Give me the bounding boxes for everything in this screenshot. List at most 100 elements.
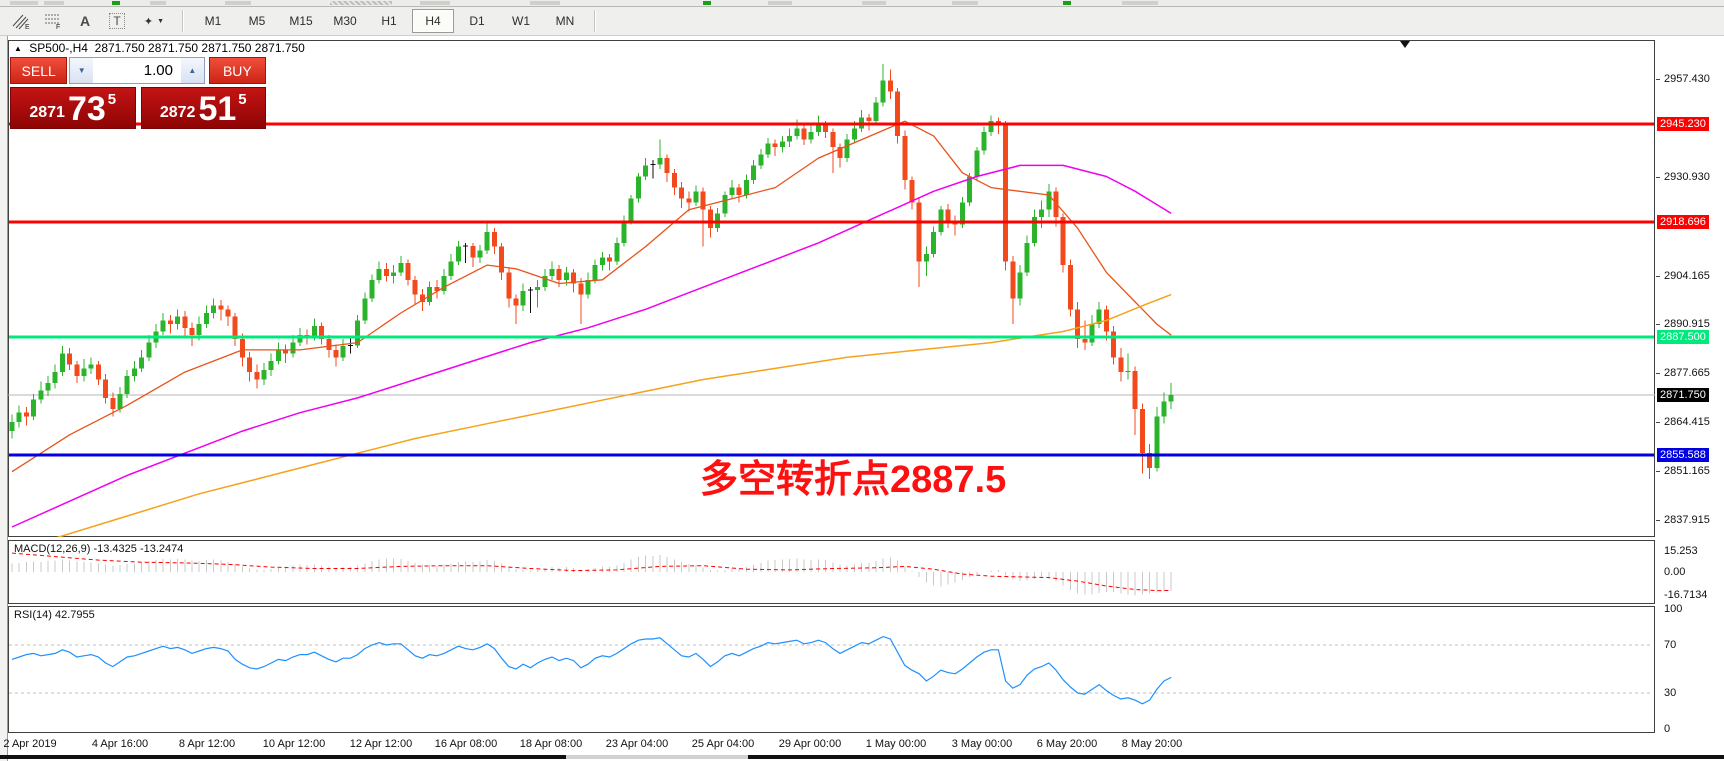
timeframe-m15-button[interactable]: M15 <box>289 14 313 28</box>
time-tick-label: 8 Apr 12:00 <box>178 738 236 750</box>
text-label-tool-button[interactable]: T <box>102 8 132 34</box>
sliver-mark <box>768 1 792 5</box>
timeframe-m5-button[interactable]: M5 <box>248 14 266 28</box>
macd-indicator-panel[interactable] <box>8 540 1655 604</box>
timeframe-d1-button[interactable]: D1 <box>469 14 485 28</box>
time-tick-label: 1 May 00:00 <box>865 738 927 750</box>
arrow-down-icon: ▼ <box>77 66 86 75</box>
axis-tick <box>1656 275 1660 277</box>
price-tick-label: 2904.165 <box>1664 269 1710 282</box>
horizontal-scrollbar-thumb[interactable] <box>566 755 748 759</box>
arrows-tool-button[interactable]: ✦ ▼ <box>134 8 174 34</box>
price-tick-label: 2890.915 <box>1664 318 1710 331</box>
sell-button[interactable]: SELL <box>10 57 68 84</box>
chevron-down-icon: ▼ <box>157 17 165 25</box>
sliver-mark <box>703 1 711 5</box>
buy-price-display[interactable]: 2872 51 5 <box>140 87 266 129</box>
sell-price-display[interactable]: 2871 73 5 <box>10 87 136 129</box>
sliver-mark <box>1122 1 1158 5</box>
window-left-edge <box>0 36 8 761</box>
price-tick-label: 30 <box>1664 687 1677 699</box>
time-tick-label: 23 Apr 04:00 <box>605 738 669 750</box>
sell-price-prefix: 2871 <box>29 104 65 121</box>
chart-shift-marker[interactable] <box>1400 41 1410 48</box>
time-tick-label: 10 Apr 12:00 <box>262 738 326 750</box>
sliver-mark <box>150 1 166 5</box>
sell-price-big: 73 <box>67 90 106 128</box>
volume-decrease-button[interactable]: ▼ <box>69 57 93 84</box>
chart-toolbar: E F A T ✦ ▼ M1 M5 M15 M30 H1 H4 D1 W1 <box>0 7 1724 36</box>
chart-annotation-text: 多空转折点2887.5 <box>700 459 1007 501</box>
time-tick-label: 4 Apr 16:00 <box>91 738 149 750</box>
price-tick-label: 0.00 <box>1664 566 1686 578</box>
symbol-period-label: SP500-,H4 <box>29 41 88 55</box>
sliver-mark <box>330 1 392 5</box>
sliver-mark <box>952 1 978 5</box>
volume-input[interactable] <box>93 57 181 84</box>
price-tick-label: 2877.665 <box>1664 367 1710 380</box>
axis-tick <box>1656 422 1660 424</box>
axis-tick <box>1656 78 1660 80</box>
timeframe-h4-button[interactable]: H4 <box>412 9 454 33</box>
buy-button[interactable]: BUY <box>208 57 266 84</box>
price-tick-label: 2837.915 <box>1664 513 1710 526</box>
ma-fast <box>11 120 1172 473</box>
price-level-label: 2871.750 <box>1657 388 1709 403</box>
timeframe-m1-button[interactable]: M1 <box>204 14 222 28</box>
collapse-triangle-icon[interactable]: ▲ <box>14 44 22 53</box>
rsi-indicator-panel[interactable] <box>8 606 1655 733</box>
timeframe-mn-button[interactable]: MN <box>555 14 575 28</box>
rsi-label: RSI(14) 42.7955 <box>14 609 95 621</box>
fibonacci-tool-button[interactable]: F <box>38 8 68 34</box>
time-axis[interactable]: 2 Apr 2019 4 Apr 16:00 8 Apr 12:00 10 Apr 1… <box>3 735 1655 755</box>
top-toolbar-sliver <box>0 0 1724 7</box>
price-tick-label: 0 <box>1664 723 1671 735</box>
chart-title: ▲ SP500-,H4 2871.750 2871.750 2871.750 2… <box>14 41 305 55</box>
fibonacci-icon: F <box>45 14 60 30</box>
svg-text:F: F <box>56 24 60 30</box>
price-tick-label: 2851.165 <box>1664 465 1710 478</box>
text-tool-icon: A <box>79 13 91 29</box>
one-click-trading-panel: SELL ▼ ▲ BUY 2871 73 5 2872 51 5 <box>10 57 266 129</box>
price-tick-label: 15.253 <box>1664 544 1698 557</box>
axis-tick <box>1656 373 1660 375</box>
axis-tick <box>1656 471 1660 473</box>
price-tick-label: 2864.415 <box>1664 416 1710 429</box>
ohlc-quotes: 2871.750 2871.750 2871.750 2871.750 <box>94 41 305 55</box>
axis-tick <box>1656 324 1660 326</box>
price-axis[interactable]: 2957.430 2930.930 2904.165 2890.915 2877.665… <box>1656 36 1724 757</box>
sliver-mark <box>112 1 120 5</box>
price-level-label: 2887.500 <box>1657 330 1709 345</box>
time-tick-label: 29 Apr 00:00 <box>778 738 842 750</box>
time-tick-label: 2 Apr 2019 <box>3 738 57 750</box>
timeframe-m30-button[interactable]: M30 <box>333 14 357 28</box>
time-tick-label: 12 Apr 12:00 <box>349 738 413 750</box>
time-tick-label: 8 May 20:00 <box>1121 738 1183 750</box>
equidistant-channel-tool-button[interactable]: E <box>6 8 36 34</box>
timeframe-w1-button[interactable]: W1 <box>512 14 530 28</box>
toolbar-separator <box>182 10 184 32</box>
svg-text:E: E <box>25 24 30 30</box>
price-tick-label: 2930.930 <box>1664 170 1710 183</box>
volume-increase-button[interactable]: ▲ <box>181 57 205 84</box>
text-tool-button[interactable]: A <box>70 8 100 34</box>
ma-mid <box>11 164 1172 528</box>
sliver-mark <box>1063 1 1071 5</box>
equidistant-channel-icon: E <box>12 14 30 30</box>
axis-tick <box>1656 176 1660 178</box>
toolbar-separator <box>594 10 596 32</box>
text-label-icon: T <box>109 13 125 29</box>
price-chart[interactable] <box>8 40 1655 537</box>
axis-tick <box>1656 519 1660 521</box>
timeframe-h1-button[interactable]: H1 <box>381 14 397 28</box>
price-tick-label: -16.7134 <box>1664 589 1708 602</box>
buy-price-sup: 5 <box>238 91 247 108</box>
time-tick-label: 18 Apr 08:00 <box>519 738 583 750</box>
time-tick-label: 16 Apr 08:00 <box>434 738 498 750</box>
ma-slow <box>56 293 1172 537</box>
price-level-label: 2945.230 <box>1657 117 1709 131</box>
time-tick-label: 6 May 20:00 <box>1036 738 1098 750</box>
sliver-mark <box>862 1 886 5</box>
time-tick-label: 3 May 00:00 <box>951 738 1013 750</box>
